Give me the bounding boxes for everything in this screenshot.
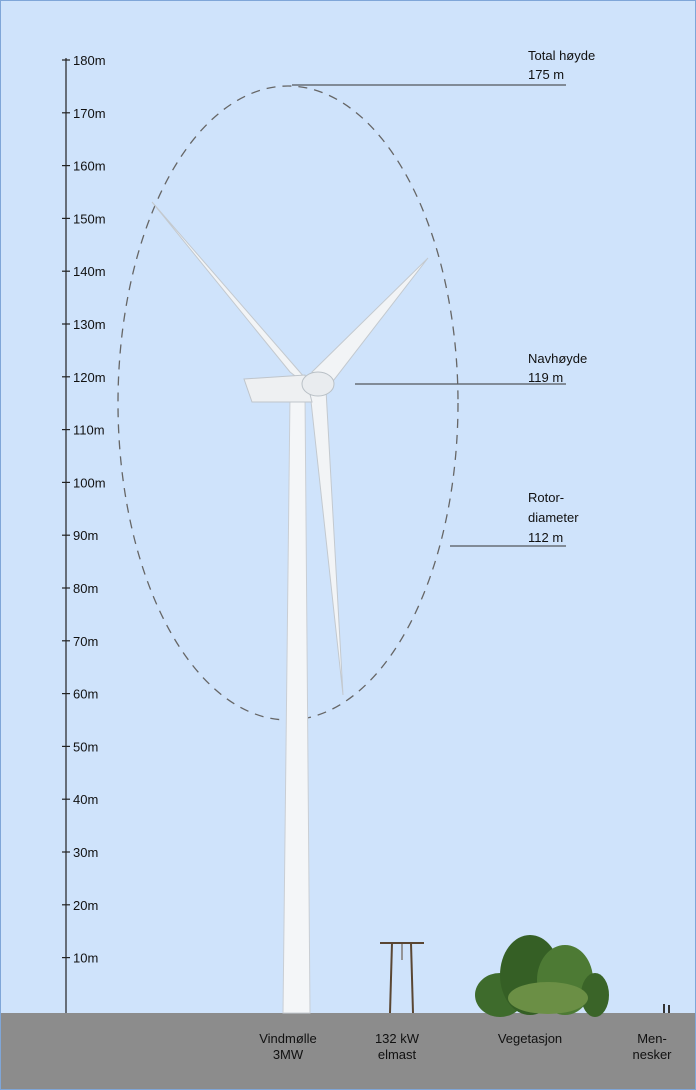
- scale-label: 50m: [73, 739, 98, 754]
- scale-label: 130m: [73, 317, 106, 332]
- annotation-value: 112 m: [528, 530, 563, 545]
- object-label: Vindmølle: [259, 1031, 317, 1046]
- scale-label: 170m: [73, 106, 106, 121]
- vegetation: [475, 935, 609, 1017]
- scale-label: 40m: [73, 792, 98, 807]
- object-label: 3MW: [273, 1047, 304, 1062]
- scale-label: 60m: [73, 687, 98, 702]
- scale-label: 160m: [73, 159, 106, 174]
- scale-label: 140m: [73, 264, 106, 279]
- scale-label: 110m: [73, 423, 105, 438]
- nacelle: [243, 374, 313, 403]
- scale-label: 20m: [73, 898, 98, 913]
- annotation-label: Total høyde: [528, 48, 595, 63]
- object-label: elmast: [378, 1047, 417, 1062]
- scale-label: 180m: [73, 53, 106, 68]
- annotation-label: diameter: [528, 510, 579, 525]
- people: [663, 1004, 670, 1013]
- scale-label: 150m: [73, 211, 106, 226]
- power-mast: [380, 942, 424, 1014]
- object-label: 132 kW: [375, 1031, 420, 1046]
- object-label: Vegetasjon: [498, 1031, 562, 1046]
- ground: [1, 1013, 695, 1089]
- annotation-label: Rotor-: [528, 490, 564, 505]
- annotation-value: 175 m: [528, 67, 564, 82]
- object-label: nesker: [632, 1047, 672, 1062]
- scale-label: 80m: [73, 581, 98, 596]
- scale-label: 90m: [73, 528, 98, 543]
- hub: [301, 371, 335, 397]
- scale-label: 120m: [73, 370, 106, 385]
- object-label: Men-: [637, 1031, 667, 1046]
- scale-label: 10m: [73, 951, 98, 966]
- annotation-label: Navhøyde: [528, 351, 587, 366]
- annotation-value: 119 m: [528, 370, 563, 385]
- scale-label: 70m: [73, 634, 98, 649]
- scale-ticks: 180m 170m 160m 150m 140m 130m 120m 110m 100m 90m 8…: [62, 53, 106, 966]
- scale-label: 30m: [73, 845, 98, 860]
- scale-label: 100m: [73, 475, 106, 490]
